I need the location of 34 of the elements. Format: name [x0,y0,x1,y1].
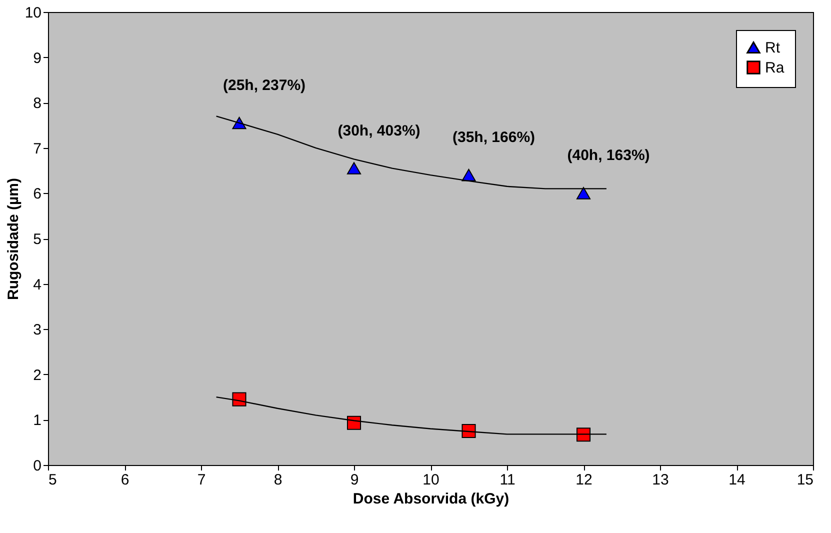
point [346,416,362,430]
x-tick-label: 9 [350,472,359,488]
annotation: (25h, 237%) [222,76,306,94]
y-tick-label: 1 [33,412,42,430]
x-tick-label: 15 [796,472,814,488]
annotation: (30h, 403%) [338,122,420,140]
point [576,187,591,200]
y-tick-label: 5 [33,231,42,248]
x-tick-label: 14 [728,472,746,488]
annotation: (35h, 166%) [452,129,536,146]
legend-label: Rt [765,40,781,56]
y-axis-title: Rugosidade (µm) [4,178,22,300]
x-tick-label: 10 [422,472,440,488]
y-tick-label: 10 [24,4,42,22]
x-tick-label: 13 [652,472,669,488]
y-tick-label: 7 [33,140,42,158]
x-axis-title: Dose Absorvida (kGy) [352,490,510,508]
y-tick-label: 9 [33,50,42,67]
legend-label: Ra [765,60,785,76]
y-tick-label: 4 [33,276,42,294]
point [346,162,362,174]
y-tick-label: 8 [33,95,42,112]
y-tick-label: 2 [33,366,42,384]
annotation: (40h, 163%) [567,147,650,164]
y-tick-label: 0 [33,458,42,474]
point [232,392,246,406]
x-tick-label: 5 [48,472,57,488]
y-tick-label: 6 [33,186,42,203]
x-tick-label: 6 [120,472,130,488]
x-tick-label: 11 [500,472,516,488]
y-tick-label: 3 [33,322,42,339]
x-tick-label: 7 [197,472,206,488]
x-tick-label: 12 [576,472,592,488]
x-tick-label: 8 [274,472,282,488]
